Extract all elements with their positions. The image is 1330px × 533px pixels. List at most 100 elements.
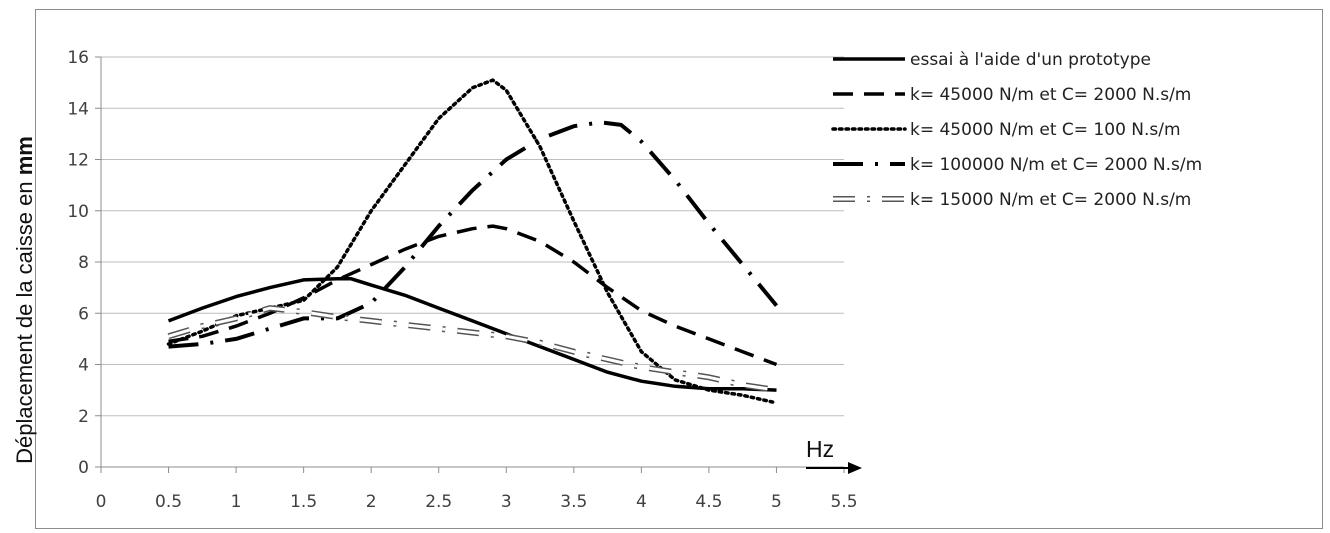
legend: essai à l'aide d'un prototype k= 45000 N/… [831, 50, 1202, 210]
series-3-point [504, 88, 509, 93]
x-tick-label: 3 [501, 492, 512, 512]
series-1-point [470, 318, 475, 323]
series-5-point [335, 315, 340, 320]
series-1-point [166, 318, 171, 323]
grid-layer [101, 56, 844, 468]
series-3-point [436, 116, 441, 121]
series-2-point [470, 226, 475, 231]
series-4-line [168, 120, 779, 349]
series-4-point [436, 224, 441, 229]
legend-label: k= 45000 N/m et C= 100 N.s/m [910, 120, 1181, 140]
series-5-point [740, 383, 745, 388]
series-3-point [369, 208, 374, 213]
legend-item-4: k= 100000 N/m et C= 2000 N.s/m [833, 155, 1202, 175]
y-tick-label: 0 [78, 458, 89, 478]
series-4-point [619, 122, 624, 127]
series-3-point [639, 349, 644, 354]
x-tick-label: 4.5 [695, 492, 722, 512]
series-5-point [166, 334, 171, 339]
series-4-point [301, 316, 306, 321]
x-tick-label: 3.5 [560, 492, 587, 512]
series-2-point [504, 226, 509, 231]
series-5-point [605, 357, 610, 362]
x-axis: 0 0.5 1 1.5 2 2.5 3 3.5 4 4.5 5 5.5 [96, 466, 858, 512]
series-3-group [166, 78, 779, 405]
chart-area [35, 9, 1323, 529]
series-1-point [234, 294, 239, 299]
series-5-point [706, 375, 711, 380]
series-1-point [639, 379, 644, 384]
legend-item-1: essai à l'aide d'un prototype [833, 50, 1151, 70]
x-tick-label: 2 [366, 492, 377, 512]
series-3-point [740, 393, 745, 398]
x-tick-label: 5 [771, 492, 782, 512]
x-tick-label: 5.5 [830, 492, 857, 512]
series-1-point [436, 306, 441, 311]
x-tick-label: 1.5 [290, 492, 317, 512]
y-tick-label: 14 [67, 99, 89, 119]
series-1-point [369, 283, 374, 288]
series-2-group [168, 224, 779, 367]
legend-label: k= 15000 N/m et C= 2000 N.s/m [910, 190, 1191, 210]
series-2-point [234, 324, 239, 329]
series-4-point [369, 301, 374, 306]
series-5-point [571, 349, 576, 354]
series-5-point [774, 388, 779, 393]
x-axis-arrow-head [848, 462, 862, 474]
series-3-point [774, 400, 779, 405]
legend-item-3: k= 45000 N/m et C= 100 N.s/m [831, 120, 1181, 140]
series-4-point [538, 137, 543, 142]
x-tick-label: 0.5 [155, 492, 182, 512]
series-5-point [200, 324, 205, 329]
series-2-point [673, 324, 678, 329]
series-2-point [490, 224, 495, 229]
series-2-point [740, 349, 745, 354]
series-4-point [673, 178, 678, 183]
series-4-point [706, 221, 711, 226]
series-4-point [470, 188, 475, 193]
y-tick-label: 10 [67, 202, 89, 222]
series-2-point [335, 277, 340, 282]
x-axis-unit: Hz [806, 436, 834, 462]
series-1-group [166, 276, 777, 392]
series-2-point [774, 362, 779, 367]
y-tick-label: 8 [78, 253, 89, 273]
series-1-point [267, 285, 272, 290]
series-5-point [504, 334, 509, 339]
series-5-point [267, 306, 272, 311]
series-1-point [200, 306, 205, 311]
series-2-point [402, 247, 407, 252]
series-5-point [301, 309, 306, 314]
series-4-point [598, 120, 603, 125]
series-1-point [605, 370, 610, 375]
x-tick-label: 4 [636, 492, 647, 512]
series-4-point [740, 262, 745, 267]
series-5-point [538, 340, 543, 345]
y-tick-label: 12 [67, 151, 89, 171]
y-tick-label: 6 [78, 304, 89, 324]
series-3-point [605, 290, 610, 295]
y-tick-label: 16 [67, 48, 89, 68]
series-4-point [774, 303, 779, 308]
series-4-point [234, 336, 239, 341]
series-1-point [571, 357, 576, 362]
series-1-point [348, 276, 353, 281]
series-5-line-inner [168, 306, 777, 392]
series-3-point [571, 219, 576, 224]
x-tick-label: 1 [231, 492, 242, 512]
series-3-point [673, 377, 678, 382]
series-2-point [538, 239, 543, 244]
x-tick-label: 2.5 [425, 492, 452, 512]
legend-item-2: k= 45000 N/m et C= 2000 N.s/m [833, 85, 1191, 105]
x-tick-label: 0 [96, 492, 107, 512]
series-3-line [166, 78, 779, 405]
series-4-point [504, 157, 509, 162]
y-axis-title-unit: mm [12, 136, 37, 175]
series-3-point [470, 85, 475, 90]
series-5-point [470, 330, 475, 335]
series-5-group [166, 305, 779, 394]
y-tick-label: 4 [78, 356, 89, 376]
series-4-point [267, 326, 272, 331]
series-2-point [200, 334, 205, 339]
legend-label: k= 100000 N/m et C= 2000 N.s/m [910, 155, 1202, 175]
